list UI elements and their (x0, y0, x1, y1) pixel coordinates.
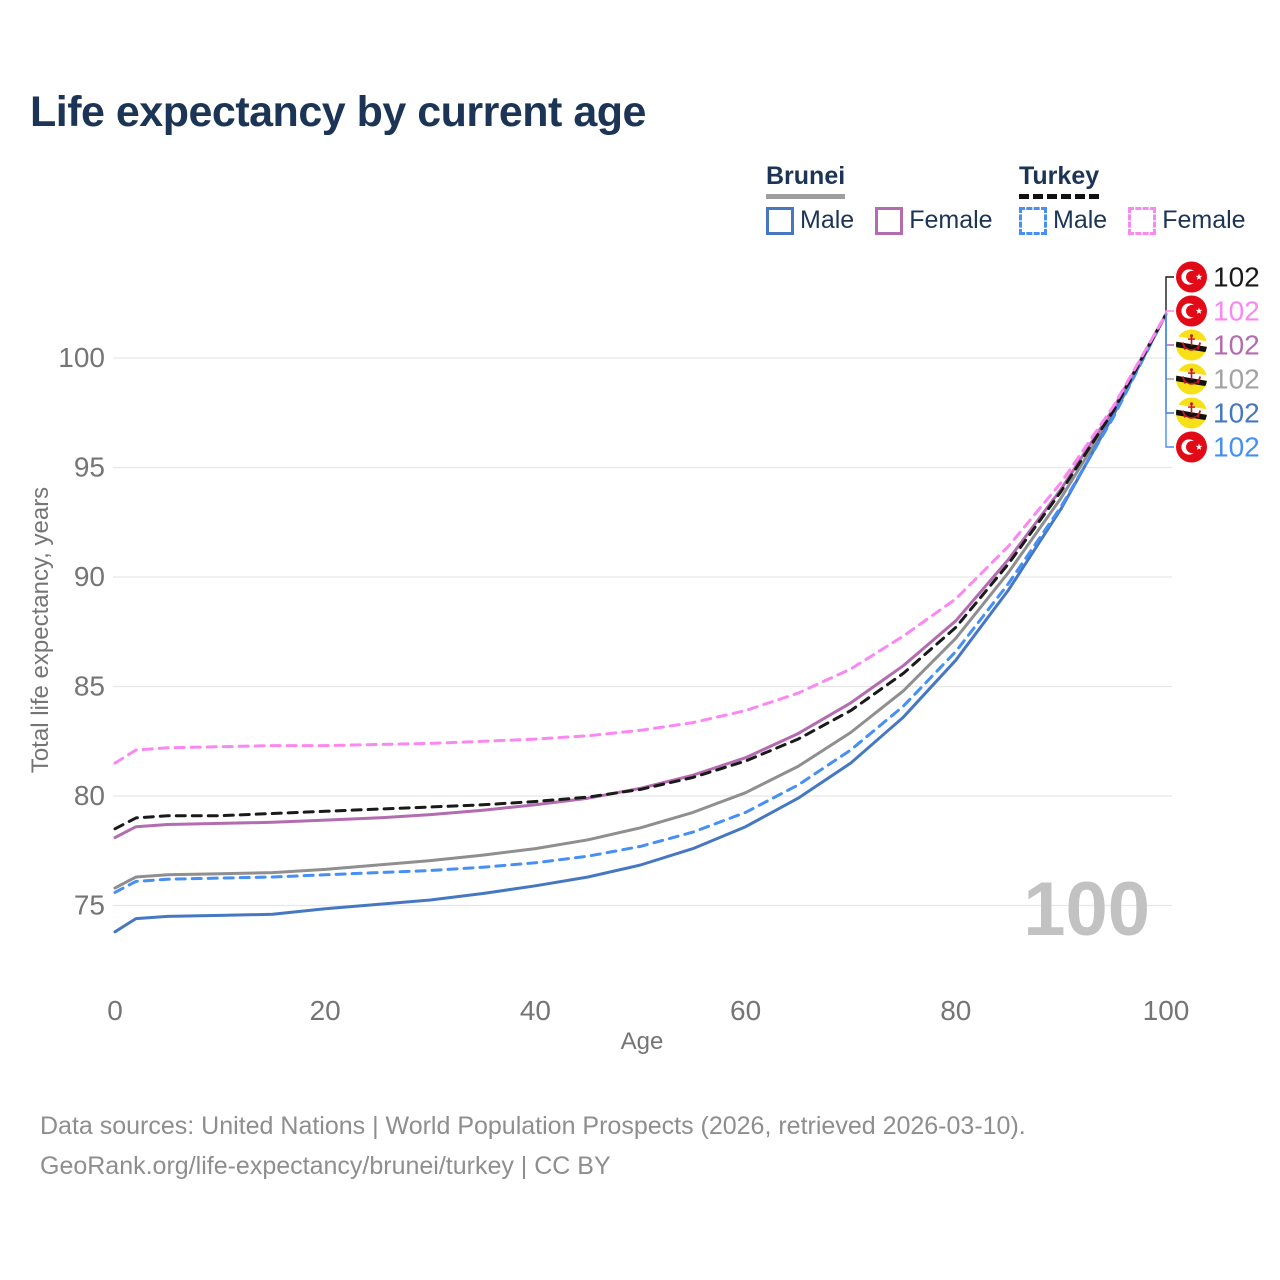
series-line-turkey-male[interactable] (113, 312, 1168, 894)
y-tick-label: 100 (58, 342, 105, 373)
end-label-connector (1165, 314, 1174, 346)
turkey-flag-icon (1176, 295, 1207, 327)
brunei-female-swatch (875, 206, 904, 235)
end-label-connector (1165, 310, 1174, 315)
legend-item-label: Male (1053, 206, 1108, 234)
x-tick-label: 0 (107, 995, 123, 1026)
legend-group-turkey: Turkey Male Female (1019, 162, 1246, 235)
y-tick-label: 90 (74, 561, 105, 592)
y-tick-label: 95 (74, 452, 105, 483)
end-value-label: 102 (1213, 296, 1260, 327)
end-label-connector (1165, 314, 1174, 414)
legend-item-brunei-male[interactable]: Male (766, 206, 854, 235)
x-tick-label: 20 (310, 995, 341, 1026)
legend-country-turkey[interactable]: Turkey (1019, 162, 1100, 199)
brunei-flag-icon (1176, 329, 1207, 361)
legend-item-brunei-female[interactable]: Female (875, 206, 993, 235)
legend-item-label: Female (909, 206, 993, 234)
turkey-female-swatch (1128, 206, 1157, 235)
end-value-label: 102 (1213, 432, 1260, 463)
series-line-brunei-male[interactable] (113, 312, 1168, 934)
turkey-flag-icon (1176, 431, 1207, 463)
end-value-label: 102 (1213, 262, 1260, 293)
y-tick-label: 80 (74, 780, 105, 811)
end-value-label: 102 (1213, 364, 1260, 395)
legend-item-turkey-female[interactable]: Female (1128, 206, 1246, 235)
brunei-male-swatch (766, 206, 794, 235)
attribution-text: GeoRank.org/life-expectancy/brunei/turke… (40, 1152, 611, 1180)
y-tick-label: 75 (74, 890, 105, 921)
y-axis-title: Total life expectancy, years (27, 487, 54, 773)
series-line-turkey-both[interactable] (113, 312, 1168, 831)
legend-country-brunei[interactable]: Brunei (766, 162, 846, 199)
x-tick-label: 60 (730, 995, 761, 1026)
legend-item-label: Male (800, 206, 855, 234)
end-label-connector (1165, 314, 1174, 380)
end-value-label: 102 (1213, 398, 1260, 429)
age-watermark: 100 (1023, 867, 1150, 952)
turkey-male-swatch (1019, 206, 1047, 235)
legend-group-brunei: Brunei Male Female (766, 162, 993, 235)
page-title: Life expectancy by current age (30, 88, 646, 136)
legend-item-label: Female (1162, 206, 1246, 234)
brunei-flag-icon (1176, 397, 1207, 429)
end-label-connector (1165, 314, 1174, 448)
x-tick-label: 80 (940, 995, 971, 1026)
y-tick-label: 85 (74, 671, 105, 702)
x-tick-label: 40 (520, 995, 551, 1026)
end-label-connector (1165, 276, 1174, 315)
data-sources-text: Data sources: United Nations | World Pop… (40, 1112, 1026, 1140)
footer: Data sources: United Nations | World Pop… (40, 1106, 1026, 1186)
series-line-brunei-female[interactable] (113, 312, 1168, 840)
series-line-brunei-both[interactable] (113, 312, 1168, 890)
turkey-flag-icon (1176, 261, 1207, 293)
brunei-flag-icon (1176, 363, 1207, 395)
end-value-label: 102 (1213, 330, 1260, 361)
x-axis-title: Age (621, 1028, 664, 1055)
series-line-turkey-female[interactable] (113, 312, 1168, 765)
x-tick-label: 100 (1143, 995, 1190, 1026)
legend-item-turkey-male[interactable]: Male (1019, 206, 1107, 235)
